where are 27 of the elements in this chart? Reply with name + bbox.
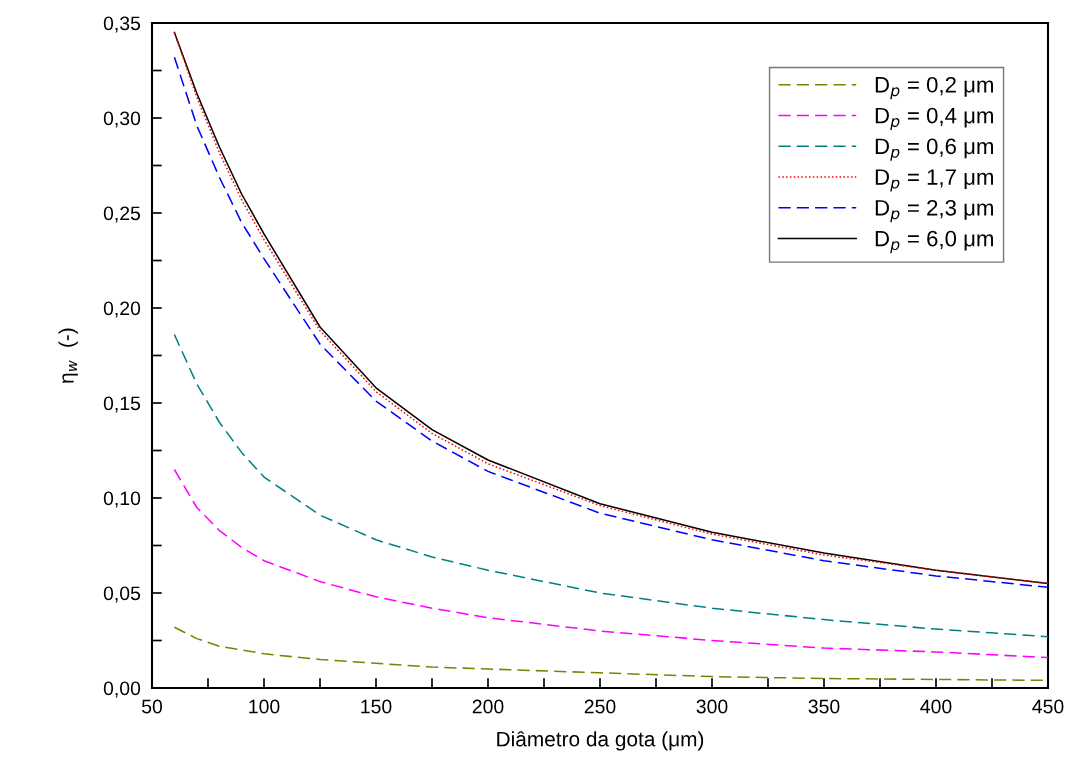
line-series	[173, 333, 1048, 638]
x-tick-label: 450	[1032, 699, 1064, 714]
y-tick-label: 0,35	[103, 16, 141, 33]
y-tick-label: 0,10	[103, 491, 141, 508]
y-tick-label: 0,25	[103, 206, 141, 223]
x-tick-label: 50	[141, 699, 163, 714]
x-tick-label: 200	[472, 699, 504, 714]
legend-label: D$_{p}$ = 0,6 μm	[875, 138, 993, 161]
legend-label: D$_{p}$ = 6,0 μm	[875, 230, 993, 254]
y-axis-title: η$_{w}$ (-)	[58, 328, 78, 383]
legend-label: D$_{p}$ = 2,3 μm	[875, 199, 993, 223]
x-tick-label: 100	[249, 699, 280, 714]
x-tick-label: 400	[920, 699, 952, 714]
y-tick-label: 0,15	[103, 396, 141, 413]
y-tick-label: 0,00	[103, 681, 141, 698]
line-series	[173, 468, 1048, 659]
x-axis-title: Diâmetro da gota (μm)	[497, 731, 704, 751]
y-tick-label: 0,20	[103, 301, 141, 318]
legend-label: D$_{p}$ = 1,7 μm	[875, 169, 993, 192]
x-tick-label: 250	[584, 699, 616, 714]
legend-label: D$_{p}$ = 0,2 μm	[875, 76, 993, 100]
y-tick-label: 0,05	[103, 586, 141, 603]
x-tick-label: 150	[361, 699, 392, 714]
y-tick-label: 0,30	[103, 111, 141, 128]
legend-label: D$_{p}$ = 0,4 μm	[875, 107, 993, 131]
x-tick-label: 350	[808, 699, 840, 714]
x-tick-label: 300	[696, 699, 728, 714]
